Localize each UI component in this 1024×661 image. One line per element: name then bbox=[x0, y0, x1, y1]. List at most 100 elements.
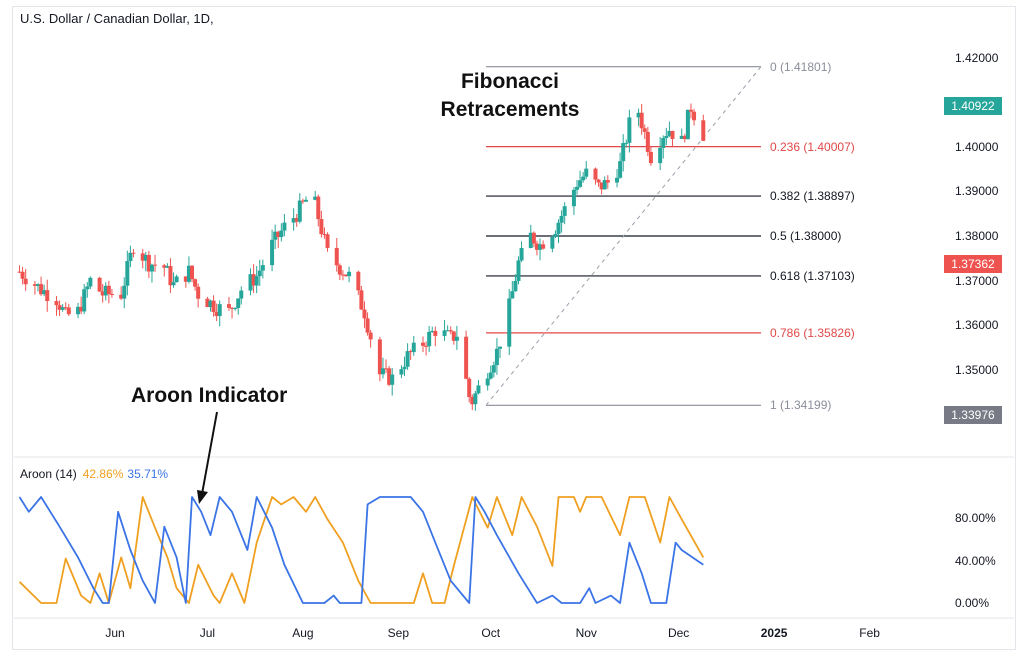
candle bbox=[297, 193, 302, 224]
candle bbox=[260, 259, 265, 279]
candle bbox=[516, 256, 521, 285]
candle bbox=[380, 357, 385, 379]
candle bbox=[334, 237, 339, 272]
candle bbox=[556, 219, 561, 244]
candle bbox=[45, 279, 50, 312]
candle bbox=[685, 109, 690, 140]
candle bbox=[79, 296, 84, 315]
candle bbox=[424, 341, 429, 356]
candle bbox=[153, 254, 158, 272]
candle bbox=[408, 349, 413, 360]
price-axis-tick: 1.39000 bbox=[955, 184, 999, 199]
candle bbox=[17, 265, 22, 274]
candle bbox=[667, 121, 672, 137]
fibonacci-level-label: 0 (1.41801) bbox=[770, 59, 832, 74]
candle bbox=[377, 336, 382, 382]
candle bbox=[464, 330, 469, 380]
candle bbox=[106, 280, 111, 304]
candle bbox=[23, 268, 28, 291]
candle bbox=[186, 256, 191, 284]
candle bbox=[679, 128, 684, 140]
aroon-annotation: Aroon Indicator bbox=[131, 384, 288, 407]
candle bbox=[257, 259, 262, 286]
candle bbox=[211, 295, 216, 317]
candle bbox=[615, 169, 620, 188]
candle bbox=[494, 338, 499, 375]
fibonacci-annotation-line2: Retracements bbox=[440, 98, 580, 121]
candle bbox=[100, 283, 105, 303]
percent-axis-tick: 80.00% bbox=[955, 511, 996, 526]
candle bbox=[624, 139, 629, 148]
candle bbox=[476, 380, 481, 395]
candle bbox=[411, 335, 416, 356]
aroon-legend: Aroon (14) 42.86% 35.71% bbox=[20, 467, 168, 481]
candle bbox=[128, 245, 133, 268]
candle bbox=[513, 274, 518, 292]
candle bbox=[251, 264, 256, 293]
fibonacci-level-label: 0.786 (1.35826) bbox=[770, 325, 855, 340]
candle bbox=[193, 278, 198, 291]
candle bbox=[248, 268, 253, 296]
price-axis-tick: 1.37000 bbox=[955, 273, 999, 288]
candle bbox=[491, 361, 496, 378]
candle bbox=[32, 281, 37, 295]
candle bbox=[636, 108, 641, 127]
candle bbox=[183, 276, 188, 288]
candle bbox=[337, 263, 342, 280]
candle bbox=[618, 152, 623, 179]
candle bbox=[470, 394, 475, 411]
candle bbox=[661, 135, 666, 159]
candle bbox=[581, 171, 586, 183]
candle bbox=[109, 289, 114, 298]
candle bbox=[39, 276, 44, 296]
candle bbox=[433, 326, 438, 347]
price-badge: 1.40922 bbox=[944, 96, 1002, 115]
price-axis-tick: 1.42000 bbox=[955, 50, 999, 65]
aroon-legend-name: Aroon (14) bbox=[20, 467, 77, 481]
candle bbox=[63, 302, 68, 311]
candle bbox=[217, 300, 222, 327]
chart-title: U.S. Dollar / Canadian Dollar, 1D, bbox=[20, 11, 214, 26]
fibonacci-annotation-line1: Fibonacci bbox=[460, 70, 560, 93]
candle bbox=[621, 134, 626, 172]
candle bbox=[66, 303, 71, 316]
candle bbox=[165, 263, 170, 269]
time-axis-tick: Aug bbox=[292, 626, 314, 640]
candle bbox=[168, 258, 173, 293]
candle bbox=[319, 210, 324, 238]
candle bbox=[528, 224, 533, 249]
fibonacci-level-label: 0.236 (1.40007) bbox=[770, 139, 855, 154]
candle bbox=[454, 325, 459, 350]
candle bbox=[645, 126, 650, 157]
candle bbox=[294, 213, 299, 227]
candle bbox=[578, 170, 583, 189]
candle bbox=[143, 251, 148, 272]
candle bbox=[538, 238, 543, 261]
candle bbox=[230, 307, 235, 319]
fibonacci-level-label: 1 (1.34199) bbox=[770, 398, 832, 413]
candle bbox=[498, 346, 502, 359]
candle bbox=[701, 114, 706, 142]
candle bbox=[190, 265, 194, 283]
candle bbox=[174, 274, 179, 283]
candle bbox=[368, 330, 373, 348]
price-badge: 1.33976 bbox=[944, 406, 1002, 425]
candle bbox=[534, 240, 539, 256]
price-axis-tick: 1.38000 bbox=[955, 229, 999, 243]
fibonacci-annotation: Fibonacci Retracements bbox=[430, 68, 590, 124]
candle bbox=[239, 286, 244, 305]
candle bbox=[125, 250, 130, 296]
candle bbox=[233, 307, 238, 311]
candle bbox=[473, 390, 478, 411]
candle bbox=[300, 198, 305, 204]
candle bbox=[131, 249, 136, 258]
candle bbox=[85, 282, 90, 298]
candle bbox=[119, 286, 124, 301]
candle bbox=[291, 208, 296, 231]
candle bbox=[405, 343, 410, 370]
candle bbox=[322, 227, 327, 239]
candle bbox=[531, 231, 536, 248]
price-badge: 1.37362 bbox=[944, 255, 1002, 274]
candle bbox=[76, 302, 81, 319]
fibonacci-level-label: 0.5 (1.38000) bbox=[770, 229, 842, 243]
